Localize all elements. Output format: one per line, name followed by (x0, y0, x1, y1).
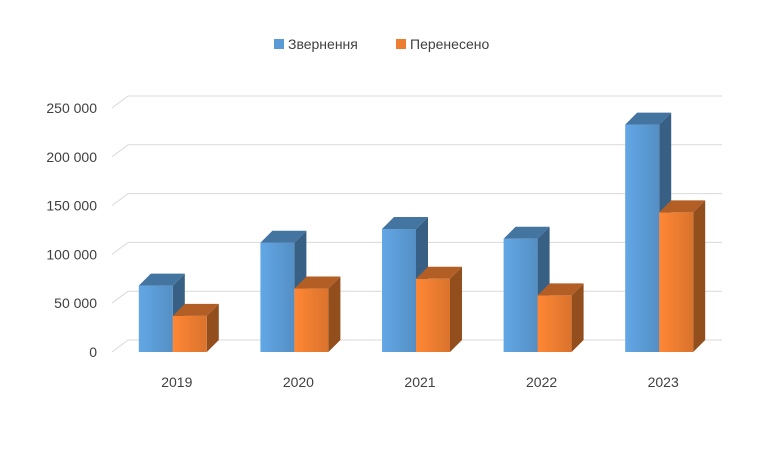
gridline-diagonal (111, 193, 129, 207)
x-tick-label: 2022 (526, 374, 557, 390)
x-tick-label: 2019 (161, 374, 192, 390)
bar-front (138, 285, 173, 352)
x-tick-label: 2021 (404, 374, 435, 390)
legend-item: Перенесено (396, 36, 489, 52)
bar-top (294, 276, 341, 289)
bar-side (328, 276, 341, 352)
legend: Звернення Перенесено (274, 36, 489, 52)
legend-label: Звернення (288, 36, 358, 52)
bar-front (294, 288, 329, 352)
bars (138, 112, 706, 352)
legend-swatch (274, 39, 284, 49)
legend-item: Звернення (274, 36, 358, 52)
bar-front (503, 238, 538, 352)
y-tick-label: 100 000 (46, 246, 97, 262)
gridline-diagonal (111, 241, 129, 255)
bar-2023-pereneseno (659, 200, 706, 352)
legend-swatch (396, 39, 406, 49)
bar-2019-pereneseno (172, 303, 219, 352)
bar-side (450, 266, 462, 352)
x-axis-labels: 2019 2020 2021 2022 2023 (161, 374, 679, 390)
bar-top (659, 200, 706, 213)
bar-side (693, 200, 706, 352)
gridline-diagonal (111, 95, 129, 109)
y-tick-label: 150 000 (46, 198, 97, 214)
bar-top (416, 266, 462, 279)
bar-2022-pereneseno (537, 283, 584, 352)
bar-front (382, 229, 416, 352)
bar-side (206, 303, 219, 352)
gridline-diagonal (111, 290, 129, 304)
x-tick-label: 2020 (283, 374, 314, 390)
bar-front (260, 242, 295, 352)
bar-top (503, 226, 550, 239)
legend-label: Перенесено (410, 36, 489, 52)
bar-top (172, 303, 219, 316)
bar-top (260, 230, 307, 243)
bar-2021-pereneseno (416, 266, 462, 352)
bar-front (172, 315, 207, 352)
bar-top (382, 217, 428, 230)
bar-front (625, 124, 660, 352)
bar-top (537, 283, 584, 296)
bar-front (416, 278, 450, 352)
y-tick-label: 50 000 (54, 295, 97, 311)
gridline-diagonal (111, 144, 129, 158)
y-tick-label: 250 000 (46, 100, 97, 116)
y-tick-label: 200 000 (46, 149, 97, 165)
bar-2020-pereneseno (294, 276, 341, 352)
y-axis-labels: 0 50 000 100 000 150 000 200 000 250 000 (46, 100, 97, 360)
y-tick-label: 0 (89, 344, 97, 360)
bar-front (659, 212, 694, 352)
x-tick-label: 2023 (648, 374, 679, 390)
gridline-diagonal (111, 339, 129, 353)
bar-side (571, 283, 584, 352)
bar-front (537, 295, 572, 352)
bar-top (138, 273, 185, 286)
bar-top (625, 112, 672, 125)
